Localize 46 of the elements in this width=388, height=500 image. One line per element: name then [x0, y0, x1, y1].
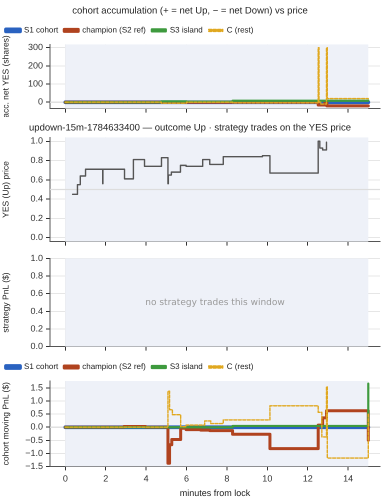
x-tick-label: 14 [343, 473, 354, 484]
legend-label: C (rest) [226, 26, 254, 35]
chart-title: cohort accumulation (+ = net Up, − = net Down) vs price [72, 5, 308, 16]
y-axis-title: strategy PnL ($) [0, 272, 10, 333]
legend-label: S3 island [170, 362, 203, 372]
y-tick-label: 0.4 [30, 194, 43, 204]
legend-label: champion (S2 ref) [82, 362, 146, 372]
y-axis-title: cohort moving PnL ($) [0, 382, 10, 466]
legend-label: S1 cohort [24, 362, 60, 372]
legend-label: S1 cohort [24, 26, 60, 35]
y-tick-label: 300 [28, 42, 43, 52]
x-axis-title: minutes from lock [180, 488, 251, 498]
y-tick-label: 0.0 [30, 232, 43, 242]
y-tick-label: 1.0 [30, 136, 43, 146]
y-tick-label: 0.0 [30, 422, 43, 432]
x-tick-label: 10 [262, 473, 272, 484]
y-tick-label: 0.2 [30, 323, 43, 334]
y-tick-label: −1.0 [25, 448, 43, 458]
y-tick-label: 100 [28, 78, 43, 89]
y-tick-label: 0.5 [30, 408, 43, 419]
y-tick-label: 0 [38, 96, 43, 107]
y-tick-label: 0.8 [30, 155, 43, 166]
y-tick-label: 1.5 [30, 382, 43, 393]
y-tick-label: 0.2 [30, 212, 43, 223]
y-tick-label: 0.4 [30, 306, 43, 316]
annotation: no strategy trades this window [145, 298, 285, 308]
y-tick-label: 0.6 [30, 174, 43, 184]
y-axis-title: YES (Up) price [0, 160, 10, 218]
legend-label: champion (S2 ref) [82, 26, 146, 35]
chart-title: updown-15m-1784633400 — outcome Up · strategy trades on the YES price [29, 122, 351, 134]
x-tick-label: 6 [184, 473, 190, 484]
y-tick-label: 1.0 [30, 396, 43, 406]
legend-label: S3 island [170, 26, 203, 35]
y-tick-label: −1.5 [25, 460, 43, 471]
x-tick-label: 0 [62, 473, 68, 484]
x-tick-label: 2 [103, 473, 108, 484]
legend-label: C (rest) [226, 362, 254, 372]
y-tick-label: 0.6 [30, 288, 43, 298]
y-tick-label: 200 [28, 60, 43, 70]
y-tick-label: 0.8 [30, 270, 43, 281]
x-tick-label: 8 [224, 473, 230, 484]
y-tick-label: 0.0 [30, 341, 43, 352]
x-tick-label: 12 [302, 473, 313, 484]
y-tick-label: −0.5 [25, 434, 43, 445]
y-tick-label: 1.0 [30, 252, 43, 263]
x-tick-label: 4 [144, 473, 149, 484]
